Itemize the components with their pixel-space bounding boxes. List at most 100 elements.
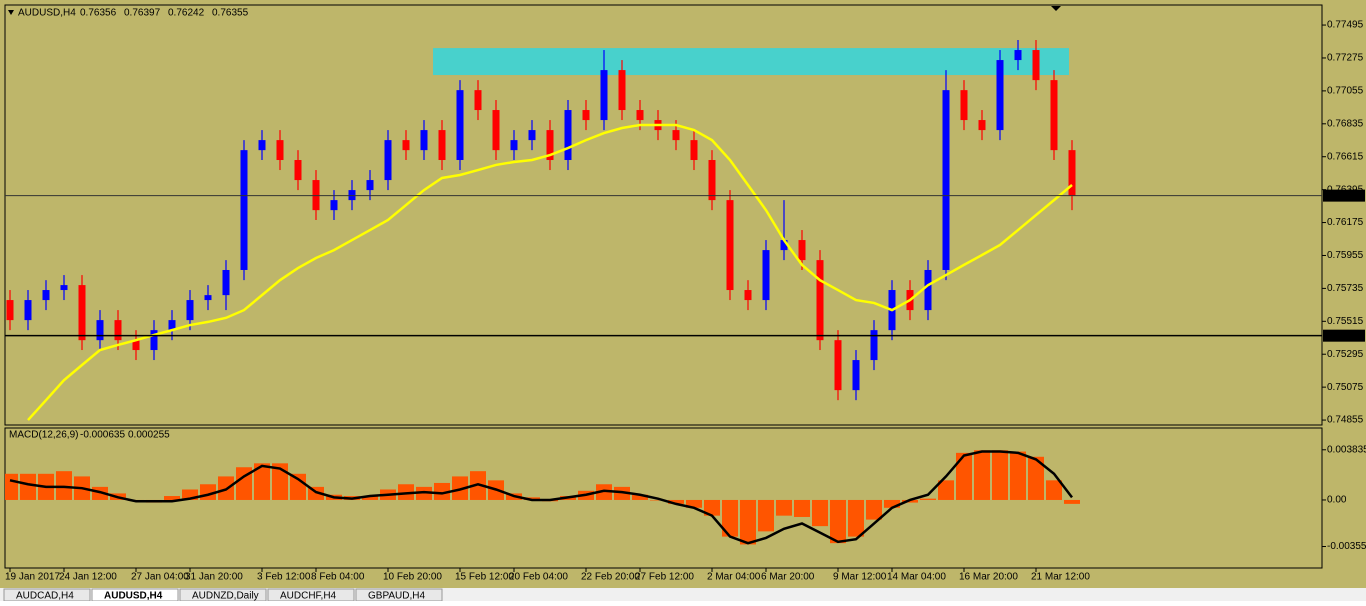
x-tick-label: 19 Jan 2017 xyxy=(5,572,60,583)
candle-body xyxy=(942,90,950,270)
macd-histogram-bar xyxy=(668,499,684,504)
macd-histogram-bar xyxy=(434,482,450,500)
tab-label[interactable]: AUDUSD,H4 xyxy=(104,591,163,602)
macd-histogram-bar xyxy=(362,496,378,500)
candle-body xyxy=(690,140,698,161)
macd-histogram-bar xyxy=(56,471,72,500)
y-tick-label: 0.00 xyxy=(1327,495,1347,506)
macd-histogram-bar xyxy=(398,484,414,500)
candle-body xyxy=(204,295,212,301)
x-tick-label: 22 Feb 20:00 xyxy=(581,572,640,583)
macd-histogram-bar xyxy=(1046,480,1062,500)
x-tick-label: 20 Feb 04:00 xyxy=(509,572,568,583)
macd-histogram-bar xyxy=(866,499,882,520)
tab-label[interactable]: AUDCHF,H4 xyxy=(280,591,337,602)
candle-body xyxy=(456,90,464,161)
y-tick-label: 0.77495 xyxy=(1327,20,1364,31)
x-tick-label: 31 Jan 20:00 xyxy=(185,572,243,583)
candle-body xyxy=(114,320,122,341)
y-tick-label: 0.76615 xyxy=(1327,151,1364,162)
candle-body xyxy=(186,300,194,321)
macd-histogram-bar xyxy=(650,499,666,501)
quote-value: 0.76356 xyxy=(80,8,117,19)
candle-body xyxy=(348,190,356,201)
macd-histogram-bar xyxy=(848,499,864,537)
candle-body xyxy=(6,300,14,321)
tab-label[interactable]: GBPAUD,H4 xyxy=(368,591,425,602)
x-tick-label: 6 Mar 20:00 xyxy=(761,572,815,583)
tab-label[interactable]: AUDCAD,H4 xyxy=(16,591,74,602)
y-tick-label: 0.74855 xyxy=(1327,415,1364,426)
macd-histogram-bar xyxy=(884,499,900,508)
candle-body xyxy=(618,70,626,111)
candle-body xyxy=(132,340,140,351)
candle-body xyxy=(600,70,608,121)
candle-body xyxy=(42,290,50,301)
candle-body xyxy=(546,130,554,161)
tab-label[interactable]: AUDNZD,Daily xyxy=(192,591,259,602)
candle-body xyxy=(672,130,680,141)
candle-body xyxy=(474,90,482,111)
candle-body xyxy=(402,140,410,151)
macd-histogram-bar xyxy=(722,499,738,537)
macd-histogram-bar xyxy=(272,463,288,500)
candle-body xyxy=(96,320,104,341)
macd-histogram-bar xyxy=(524,497,540,500)
candle-body xyxy=(330,200,338,211)
macd-histogram-bar xyxy=(596,484,612,500)
macd-histogram-bar xyxy=(992,450,1008,500)
macd-plot xyxy=(5,450,1080,545)
candle-body xyxy=(510,140,518,151)
x-tick-label: 16 Mar 20:00 xyxy=(959,572,1018,583)
candle-body xyxy=(564,110,572,161)
candle-body xyxy=(1014,50,1022,61)
macd-histogram-bar xyxy=(956,452,972,500)
resistance-zone xyxy=(433,48,1069,76)
y-tick-label: -0.003558 xyxy=(1327,541,1366,552)
macd-signal-line xyxy=(9,450,1073,545)
y-tick-label: 0.76175 xyxy=(1327,217,1364,228)
y-tick-label: 0.003835 xyxy=(1327,444,1366,455)
candle-body xyxy=(1032,50,1040,81)
candle-body xyxy=(744,290,752,301)
macd-histogram-bar xyxy=(1010,451,1026,500)
x-tick-label: 10 Feb 20:00 xyxy=(383,572,442,583)
candle-body xyxy=(852,360,860,391)
x-tick-label: 27 Jan 04:00 xyxy=(131,572,189,583)
menu-marker[interactable] xyxy=(8,10,14,15)
x-tick-label: 24 Jan 12:00 xyxy=(59,572,117,583)
macd-histogram-bar xyxy=(632,494,648,500)
indicator-name: MACD(12,26,9) xyxy=(9,430,78,441)
candle-body xyxy=(384,140,392,181)
x-tick-label: 2 Mar 04:00 xyxy=(707,572,761,583)
candle-body xyxy=(222,269,230,296)
candle-body xyxy=(978,120,986,131)
macd-histogram-bar xyxy=(686,499,702,508)
y-tick-label: 0.75295 xyxy=(1327,349,1364,360)
indicator-value: 0.000255 xyxy=(128,430,170,441)
macd-histogram-bar xyxy=(614,486,630,500)
level-label-box xyxy=(1323,189,1365,202)
macd-histogram-bar xyxy=(758,499,774,532)
candle-body xyxy=(834,340,842,391)
macd-histogram-bar xyxy=(794,499,810,517)
level-label: 0.75419 xyxy=(1326,330,1363,341)
macd-histogram-bar xyxy=(416,486,432,500)
candle-body xyxy=(294,160,302,181)
x-tick-label: 9 Mar 12:00 xyxy=(833,572,887,583)
shift-marker xyxy=(1051,6,1061,11)
indicator-value: -0.000635 xyxy=(80,430,125,441)
candle-body xyxy=(240,150,248,270)
candle-body xyxy=(1050,80,1058,151)
y-tick-label: 0.77275 xyxy=(1327,53,1364,64)
main-plot xyxy=(5,40,1322,421)
y-tick-label: 0.75075 xyxy=(1327,382,1364,393)
x-tick-label: 8 Feb 04:00 xyxy=(311,572,365,583)
macd-histogram-bar xyxy=(452,476,468,500)
quote-value: 0.76355 xyxy=(212,8,249,19)
candle-body xyxy=(258,140,266,151)
level-label: 0.76355 xyxy=(1326,190,1363,201)
main-panel-border xyxy=(4,4,1323,426)
x-tick-label: 15 Feb 12:00 xyxy=(455,572,514,583)
